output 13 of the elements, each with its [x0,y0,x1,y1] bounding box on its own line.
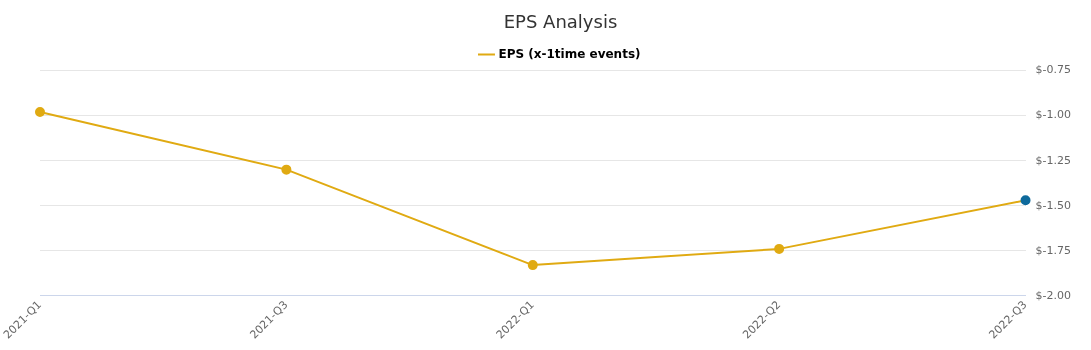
point [35,107,45,118]
y-tick-label: $-2.00 [1035,288,1072,302]
y-tick-label: $-1.00 [1035,108,1072,122]
chart-title: EPS Analysis [503,11,618,33]
point [774,243,785,254]
point [281,164,292,175]
y-tick-label: $-1.25 [1035,153,1072,167]
legend-label: EPS (x-1time events) [498,46,641,61]
y-tick-label: $-0.75 [1035,63,1072,77]
y-tick-label: $-1.50 [1035,198,1072,212]
point [1020,195,1031,206]
point [527,260,538,271]
y-tick-label: $-1.75 [1035,243,1072,257]
